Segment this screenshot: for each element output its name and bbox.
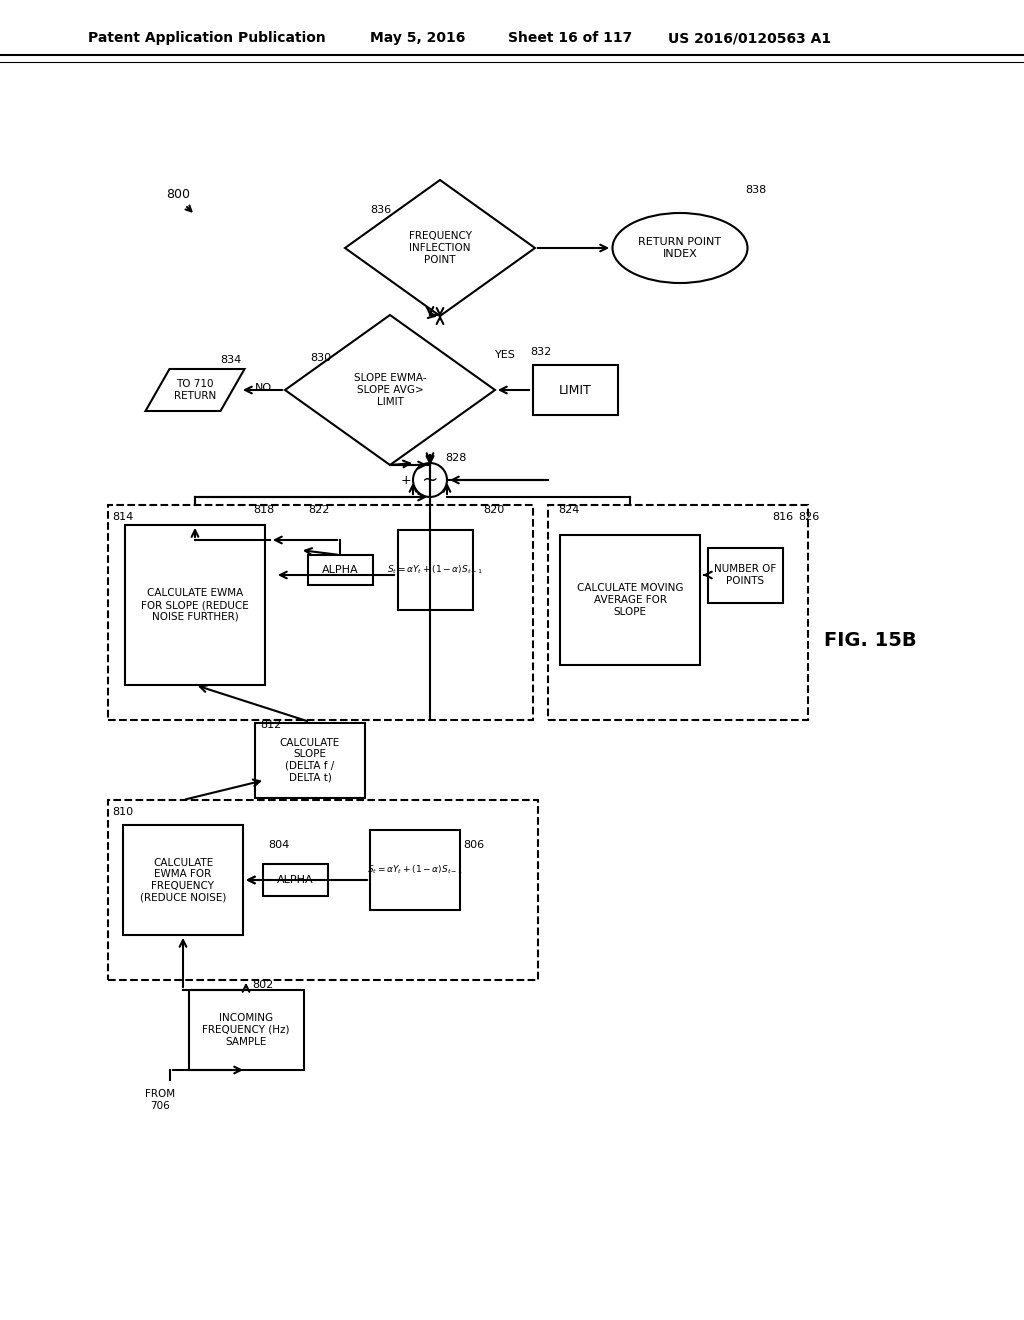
Text: $S_t=\alpha Y_t+(1-\alpha)S_{t-1}$: $S_t=\alpha Y_t+(1-\alpha)S_{t-1}$ — [367, 863, 463, 876]
Bar — [397, 531, 472, 610]
Text: NO: NO — [255, 383, 272, 393]
Text: 804: 804 — [268, 840, 289, 850]
Text: 818: 818 — [253, 506, 274, 515]
Text: 824: 824 — [558, 506, 580, 515]
Text: NUMBER OF
POINTS: NUMBER OF POINTS — [714, 564, 776, 586]
Text: CALCULATE EWMA
FOR SLOPE (REDUCE
NOISE FURTHER): CALCULATE EWMA FOR SLOPE (REDUCE NOISE F… — [141, 589, 249, 622]
Bar — [108, 506, 534, 719]
Text: 800: 800 — [166, 189, 190, 202]
Text: 816: 816 — [772, 512, 793, 521]
Bar — [262, 865, 328, 896]
Text: Patent Application Publication: Patent Application Publication — [88, 30, 326, 45]
Text: FIG. 15B: FIG. 15B — [823, 631, 916, 649]
Text: 806: 806 — [463, 840, 484, 850]
Text: CALCULATE
SLOPE
(DELTA f /
DELTA t): CALCULATE SLOPE (DELTA f / DELTA t) — [280, 738, 340, 783]
Ellipse shape — [612, 213, 748, 282]
Text: INCOMING
FREQUENCY (Hz)
SAMPLE: INCOMING FREQUENCY (Hz) SAMPLE — [203, 1014, 290, 1047]
Bar — [532, 366, 617, 414]
Bar — [560, 535, 700, 665]
Text: 826: 826 — [798, 512, 819, 521]
Text: ALPHA: ALPHA — [276, 875, 313, 884]
Text: 802: 802 — [252, 979, 273, 990]
Text: 832: 832 — [530, 347, 551, 356]
Bar — [123, 825, 243, 935]
Text: ~: ~ — [422, 470, 438, 490]
Text: 810: 810 — [112, 807, 133, 817]
Text: CALCULATE
EWMA FOR
FREQUENCY
(REDUCE NOISE): CALCULATE EWMA FOR FREQUENCY (REDUCE NOI… — [140, 858, 226, 903]
Bar — [708, 548, 782, 602]
Text: LIMIT: LIMIT — [559, 384, 592, 396]
Text: 820: 820 — [483, 506, 504, 515]
Text: CALCULATE MOVING
AVERAGE FOR
SLOPE: CALCULATE MOVING AVERAGE FOR SLOPE — [577, 583, 683, 616]
Bar — [188, 990, 303, 1071]
Text: 828: 828 — [445, 453, 466, 463]
Text: -: - — [453, 474, 458, 487]
Text: RETURN POINT
INDEX: RETURN POINT INDEX — [638, 238, 722, 259]
Bar — [548, 506, 808, 719]
Bar — [255, 722, 365, 797]
Text: 836: 836 — [370, 205, 391, 215]
Text: 814: 814 — [112, 512, 133, 521]
Text: 822: 822 — [308, 506, 330, 515]
Text: 838: 838 — [745, 185, 766, 195]
Bar — [108, 800, 538, 979]
Text: May 5, 2016: May 5, 2016 — [370, 30, 465, 45]
Text: Sheet 16 of 117: Sheet 16 of 117 — [508, 30, 632, 45]
Text: YES: YES — [495, 350, 516, 360]
Bar — [370, 830, 460, 909]
Polygon shape — [345, 180, 535, 315]
Circle shape — [413, 463, 447, 498]
Text: TO 710
RETURN: TO 710 RETURN — [174, 379, 216, 401]
Polygon shape — [145, 370, 245, 411]
Text: SLOPE EWMA-
SLOPE AVG>
LIMIT: SLOPE EWMA- SLOPE AVG> LIMIT — [353, 374, 426, 407]
Text: FREQUENCY
INFLECTION
POINT: FREQUENCY INFLECTION POINT — [409, 231, 471, 264]
Text: +: + — [400, 474, 412, 487]
Text: 834: 834 — [220, 355, 242, 366]
Bar — [307, 554, 373, 585]
Text: US 2016/0120563 A1: US 2016/0120563 A1 — [668, 30, 831, 45]
Text: ALPHA: ALPHA — [322, 565, 358, 576]
Text: 830: 830 — [310, 352, 331, 363]
Text: FROM
706: FROM 706 — [145, 1089, 175, 1111]
Text: $S_t=\alpha Y_t+(1-\alpha)S_{t-1}$: $S_t=\alpha Y_t+(1-\alpha)S_{t-1}$ — [387, 564, 483, 577]
Bar — [125, 525, 265, 685]
Polygon shape — [285, 315, 495, 465]
Text: 812: 812 — [260, 719, 282, 730]
